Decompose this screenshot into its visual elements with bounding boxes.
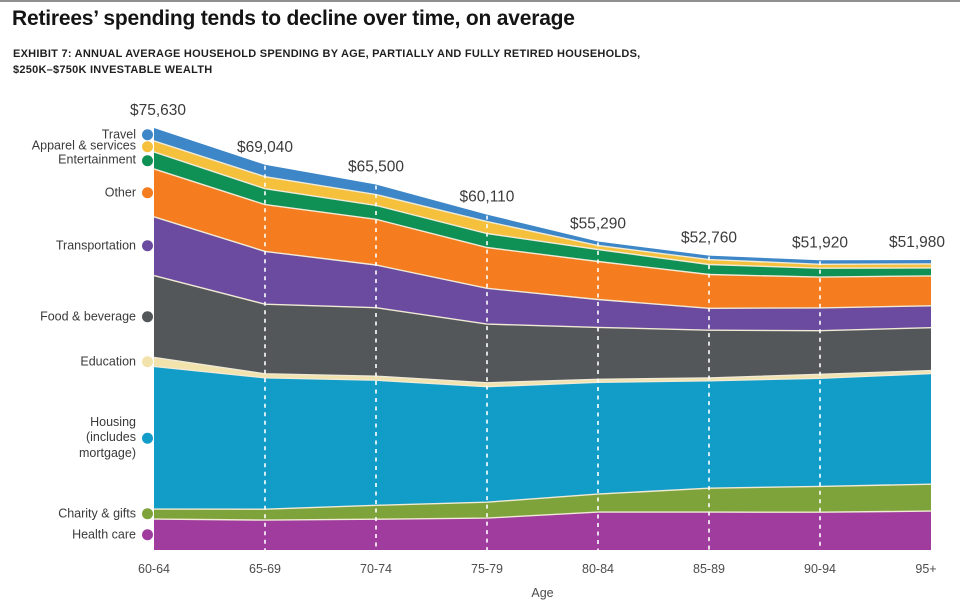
x-tick-65-69: 65-69 (249, 562, 281, 576)
band-boundary-line (153, 216, 932, 310)
total-label-70-74: $65,500 (348, 159, 404, 176)
x-tick-80-84: 80-84 (582, 562, 614, 576)
band-boundary-line (153, 151, 932, 269)
x-axis-title: Age (531, 586, 553, 600)
total-label-90-94: $51,920 (792, 234, 848, 251)
window-top-edge (0, 0, 960, 2)
x-tick-60-64: 60-64 (138, 562, 170, 576)
band-boundary-line (153, 356, 932, 384)
area-band-other (154, 168, 931, 309)
x-tick-85-89: 85-89 (693, 562, 725, 576)
total-label-65-69: $69,040 (237, 139, 293, 156)
total-label-80-84: $55,290 (570, 216, 626, 233)
area-band-food-beverage (154, 275, 931, 383)
area-band-entertainment (154, 151, 931, 278)
chart-title: Retirees’ spending tends to decline over… (12, 7, 575, 30)
exhibit-subtitle-line2: $250K–$750K INVESTABLE WEALTH (13, 63, 213, 76)
total-label-85-89: $52,760 (681, 230, 737, 247)
band-boundary-line (153, 168, 932, 278)
exhibit-subtitle-line1: EXHIBIT 7: ANNUAL AVERAGE HOUSEHOLD SPEN… (13, 48, 641, 60)
area-band-health-care (154, 511, 931, 550)
band-boundary-line (153, 483, 932, 510)
x-tick-70-74: 70-74 (360, 562, 392, 576)
x-tick-75-79: 75-79 (471, 562, 503, 576)
band-boundary-line (153, 365, 932, 388)
total-label-60-64: $75,630 (130, 102, 186, 119)
area-band-housing-includes-mortgage- (154, 366, 931, 510)
band-boundary-line (153, 140, 932, 266)
band-boundary-line (153, 274, 932, 332)
x-tick-90-94: 90-94 (804, 562, 836, 576)
band-boundary-line (153, 510, 932, 521)
area-band-charity-gifts (154, 484, 931, 521)
x-tick-95+: 95+ (915, 562, 936, 576)
total-label-95+: $51,980 (889, 234, 945, 251)
exhibit-subtitle: EXHIBIT 7: ANNUAL AVERAGE HOUSEHOLD SPEN… (13, 47, 640, 78)
area-band-transportation (154, 216, 931, 331)
total-label-75-79: $60,110 (460, 189, 515, 206)
